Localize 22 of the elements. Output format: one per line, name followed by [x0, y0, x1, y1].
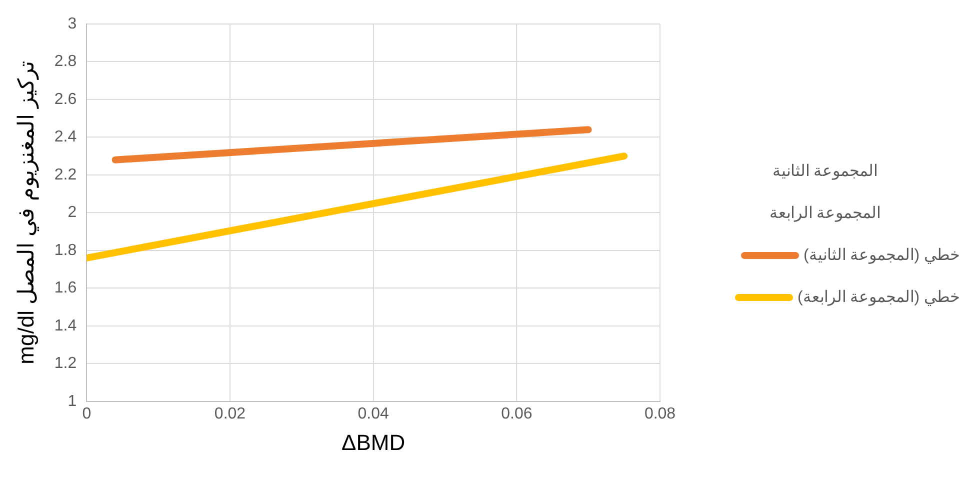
legend-label: خطي (المجموعة الرابعة)	[797, 288, 960, 307]
y-tick-label: 1	[68, 392, 77, 410]
y-tick-label: 2.8	[54, 53, 77, 70]
y-tick-label: 1.6	[54, 280, 77, 297]
x-tick-label: 0.02	[214, 405, 246, 422]
x-axis-title: ΔBMD	[342, 430, 406, 455]
x-tick-label: 0.04	[358, 405, 389, 422]
y-tick-label: 3	[68, 15, 77, 32]
y-tick-label: 2.6	[54, 90, 77, 108]
x-tick-label: 0.08	[644, 405, 676, 422]
y-tick-label: 1.2	[54, 355, 77, 372]
y-tick-label: 1.4	[54, 317, 77, 334]
y-axis-title: mg/dl تركيز المغنزيوم في المصل	[13, 61, 40, 364]
legend-label: خطي (المجموعة الثانية)	[803, 246, 960, 265]
y-tick-label: 2.4	[54, 128, 77, 146]
y-tick-label: 1.8	[54, 242, 77, 259]
y-tick-label: 2.2	[54, 166, 77, 184]
y-tick-label: 2	[68, 204, 77, 222]
text: المجموعة الرابعة	[769, 204, 881, 223]
x-tick-label: 0	[82, 405, 92, 422]
text: المجموعة الثانية	[772, 162, 878, 181]
x-tick-label: 0.06	[501, 405, 532, 422]
